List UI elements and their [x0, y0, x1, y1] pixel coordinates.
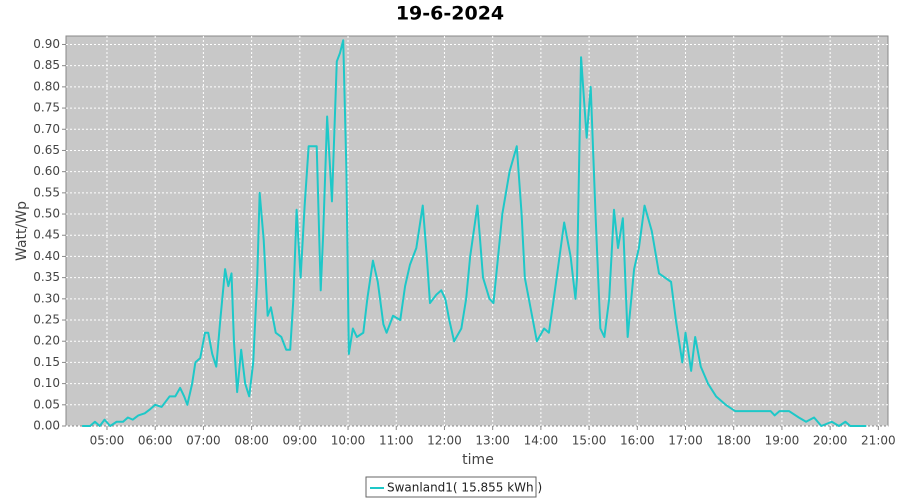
legend [365, 476, 537, 498]
y-tick-label: 0.25 [33, 313, 60, 327]
x-tick-label: 13:00 [475, 434, 510, 448]
x-tick-label: 10:00 [331, 434, 366, 448]
x-tick-label: 12:00 [427, 434, 462, 448]
y-tick-label: 0.55 [33, 185, 60, 199]
y-tick-label: 0.00 [33, 419, 60, 433]
x-tick-label: 16:00 [620, 434, 655, 448]
y-tick-label: 0.40 [33, 249, 60, 263]
y-axis-label: Watt/Wp [14, 201, 30, 261]
y-tick-label: 0.10 [33, 376, 60, 390]
y-tick-label: 0.65 [33, 143, 60, 157]
legend-label: Swanland1( 15.855 kWh ) [387, 481, 542, 495]
plot-area [65, 35, 889, 427]
y-tick-label: 0.50 [33, 207, 60, 221]
x-tick-label: 19:00 [765, 434, 800, 448]
x-axis-label: time [462, 452, 494, 468]
x-tick-label: 21:00 [861, 434, 896, 448]
y-tick-label: 0.45 [33, 228, 60, 242]
x-tick-label: 18:00 [716, 434, 751, 448]
y-tick-label: 0.30 [33, 291, 60, 305]
x-tick-label: 06:00 [138, 434, 173, 448]
x-tick-label: 09:00 [283, 434, 318, 448]
x-tick-label: 11:00 [379, 434, 414, 448]
x-tick-label: 08:00 [234, 434, 269, 448]
y-tick-label: 0.80 [33, 79, 60, 93]
y-tick-label: 0.15 [33, 355, 60, 369]
x-tick-label: 07:00 [186, 434, 221, 448]
x-tick-label: 14:00 [524, 434, 559, 448]
x-tick-label: 05:00 [90, 434, 125, 448]
x-tick-label: 15:00 [572, 434, 607, 448]
x-tick-label: 17:00 [668, 434, 703, 448]
chart-title: 19-6-2024 [396, 3, 504, 25]
x-tick-label: 20:00 [813, 434, 848, 448]
y-tick-label: 0.75 [33, 101, 60, 115]
y-tick-label: 0.35 [33, 270, 60, 284]
y-tick-label: 0.70 [33, 122, 60, 136]
y-tick-label: 0.05 [33, 397, 60, 411]
y-tick-label: 0.20 [33, 334, 60, 348]
series-line [82, 39, 867, 427]
y-tick-label: 0.90 [33, 37, 60, 51]
y-tick-label: 0.85 [33, 58, 60, 72]
y-tick-label: 0.60 [33, 164, 60, 178]
